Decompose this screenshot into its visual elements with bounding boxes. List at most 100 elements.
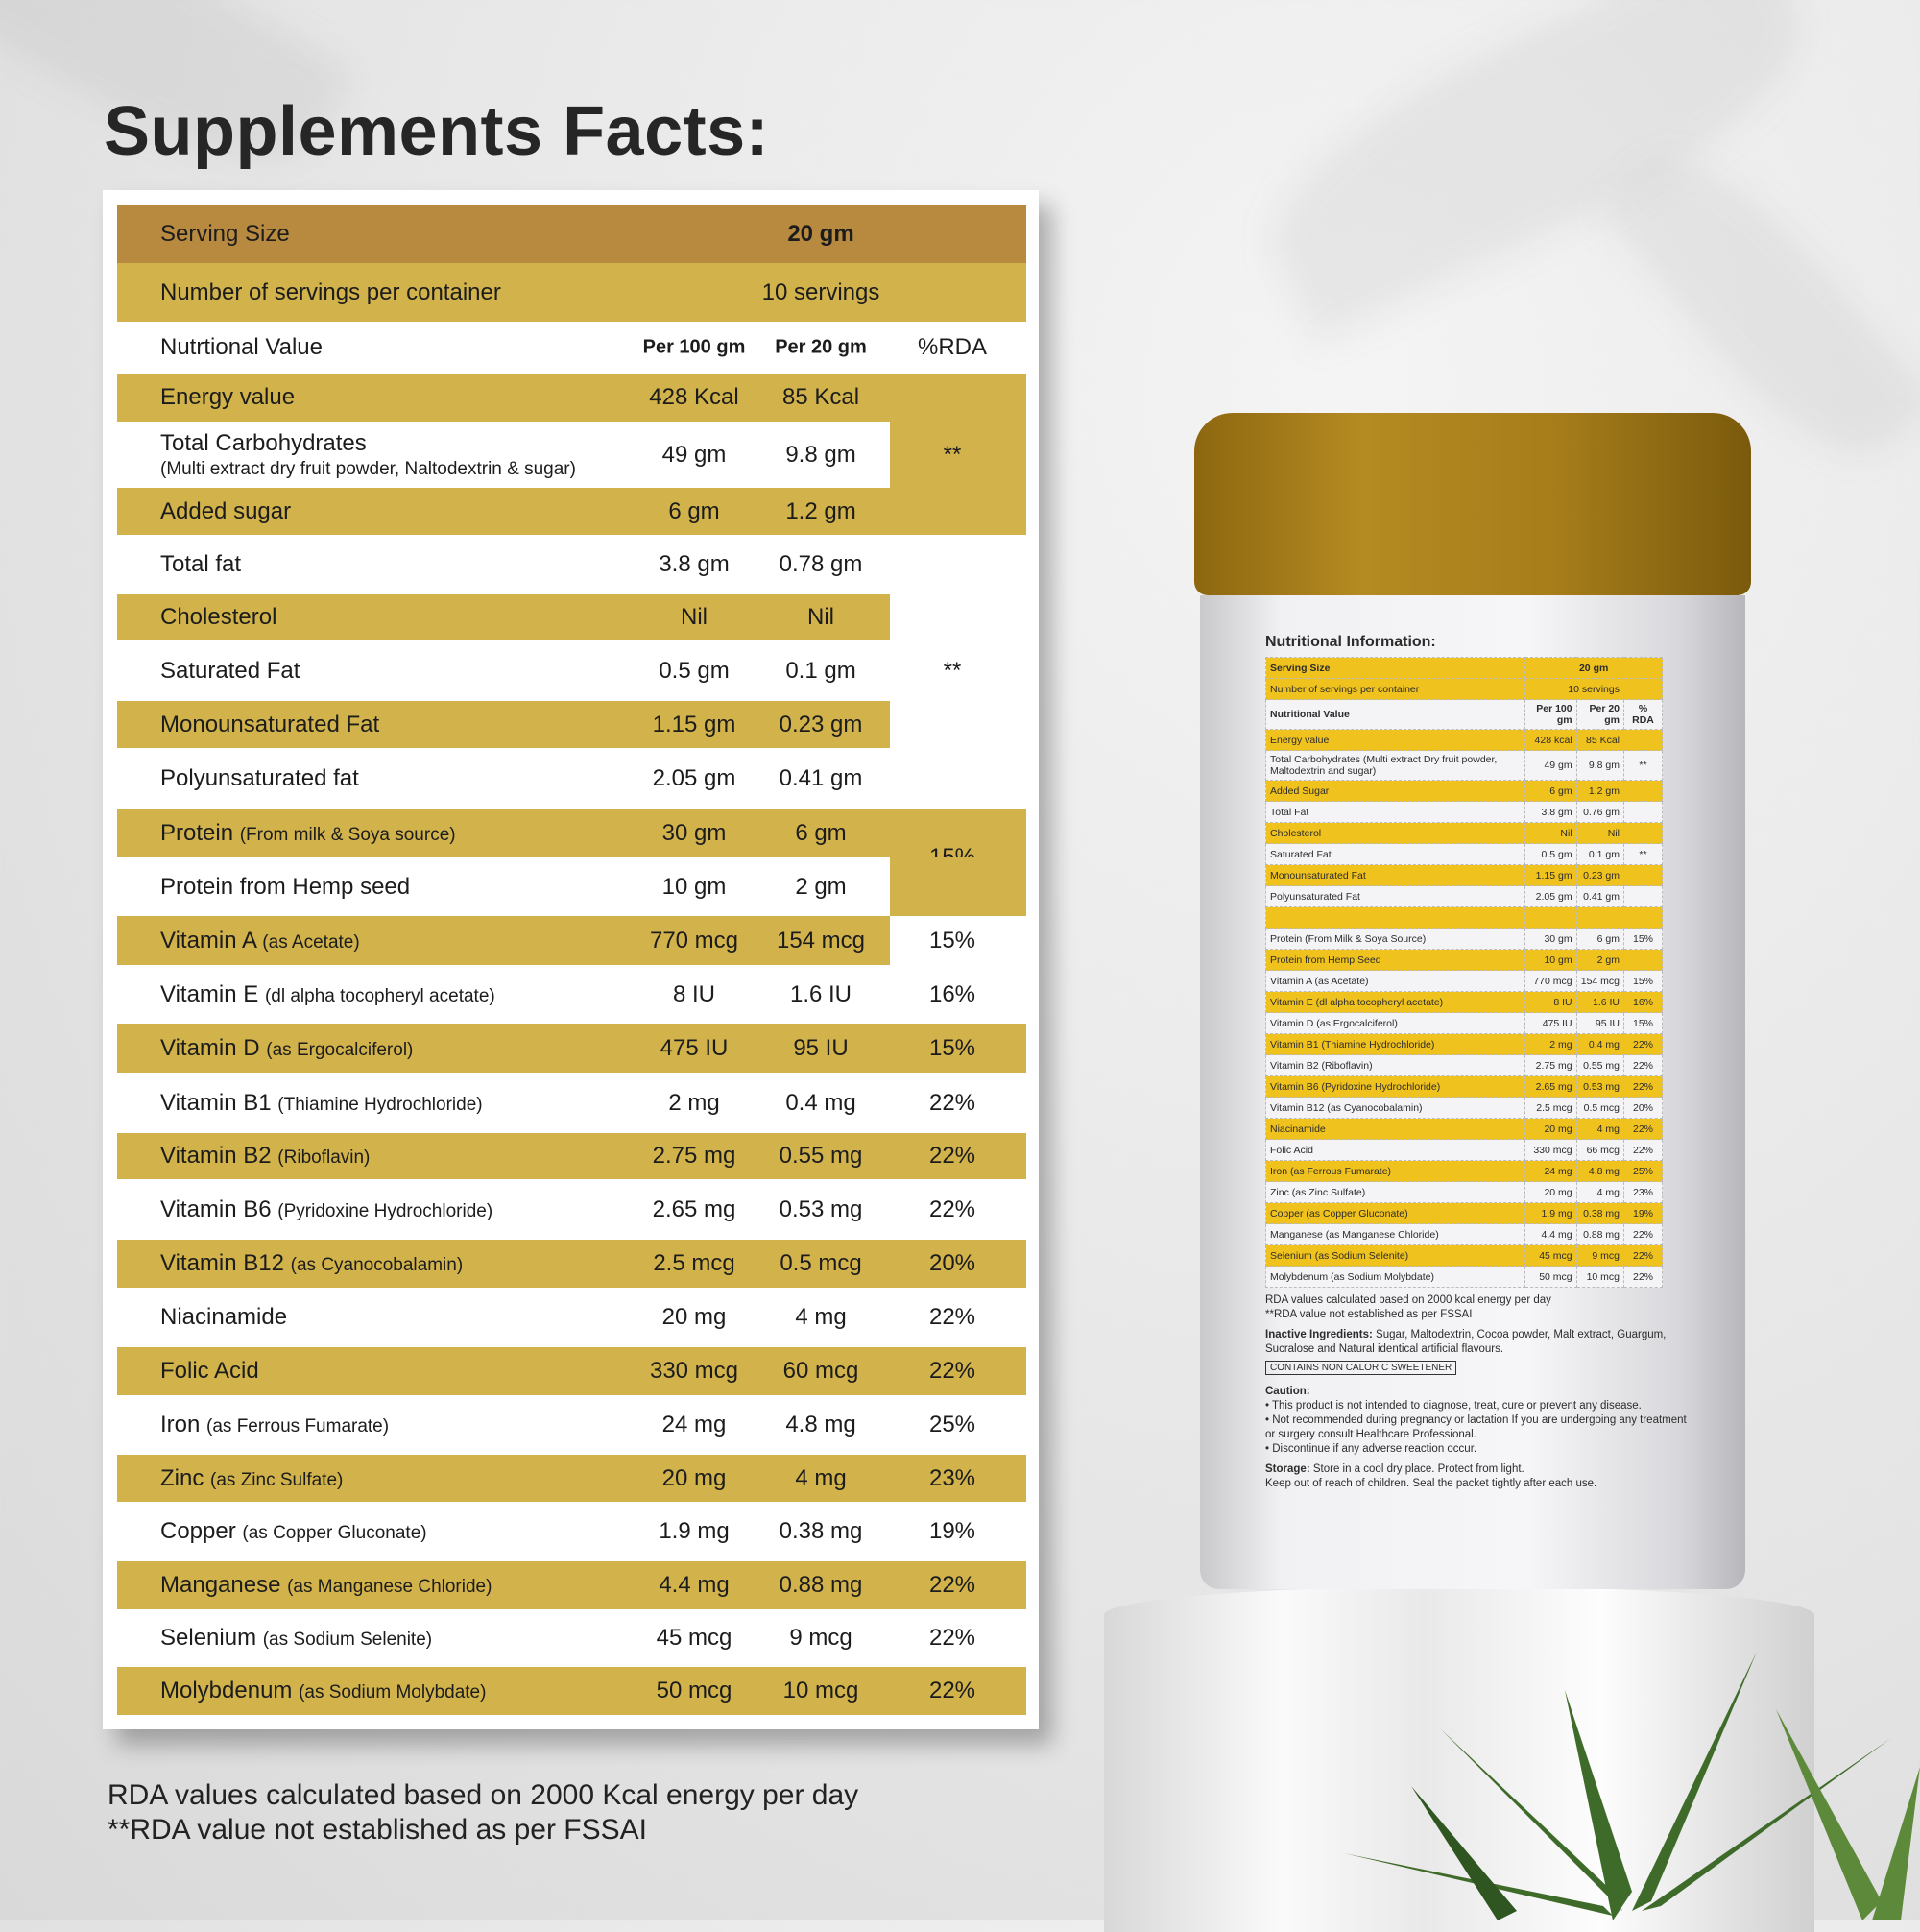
nutrient-source: (as Ergocalciferol) [266,1039,414,1060]
can-table-cell: Molybdenum (as Sodium Molybdate) [1264,1266,1526,1288]
can-table-row: Vitamin B12 (as Cyanocobalamin) 2.5 mcg 0.… [1264,1097,1663,1119]
can-table-cell: 2.75 mg [1524,1054,1577,1076]
can-table-row: Vitamin D (as Ergocalciferol) 475 IU 95 IU… [1264,1012,1663,1034]
nutrient-name: Total Carbohydrates (Multi extract dry fr… [160,430,576,480]
can-table-cell: 8 IU [1524,991,1577,1013]
can-table-cell [1623,885,1663,907]
can-table-cell: Nutritional Value [1264,699,1526,730]
leaf [1632,1652,1757,1911]
nutrient-cells [117,488,890,535]
can-table-cell: ** [1623,843,1663,865]
nutrient-name-text: Selenium [160,1625,257,1651]
nutrient-row: Niacinamide 20 mg 4 mg 22% [117,1288,1026,1347]
per-20-value: 4 mg [795,1304,847,1330]
rda-value: 19% [928,1518,976,1544]
nutrient-name: Vitamin B2 (Riboflavin) [160,1143,370,1170]
can-table-cell: Selenium (as Sodium Selenite) [1264,1244,1526,1267]
nutrient-row: Monounsaturated Fat 1.15 gm 0.23 gm [117,701,1026,748]
rda-value: ** [943,441,962,468]
can-table-cell: 15% [1623,928,1663,950]
can-table-cell: Serving Size [1264,657,1526,679]
can-table-cell: 22% [1623,1118,1663,1140]
can-table-cell: 66 mcg [1575,1139,1625,1161]
rda-footnote: RDA values calculated based on 2000 Kcal… [108,1779,859,1811]
per-100-value: 1.15 gm [652,711,736,737]
can-table-cell: 0.88 mg [1575,1223,1625,1245]
can-table-cell [1623,780,1663,802]
rda-cell [890,1024,1026,1073]
rda-cell [890,374,1026,422]
can-table-row: Protein (From Milk & Soya Source) 30 gm 6 … [1264,928,1663,950]
can-table-cell: 25% [1623,1160,1663,1182]
can-table-cell: 154 mcg [1575,970,1625,992]
can-table-row: Copper (as Copper Gluconate) 1.9 mg 0.38 m… [1264,1202,1663,1224]
can-table-cell: 0.5 gm [1524,843,1577,865]
can-table-row: Protein from Hemp Seed 10 gm 2 gm [1264,949,1663,971]
can-table-cell: 2.5 mcg [1524,1097,1577,1119]
can-table-cell [1623,864,1663,886]
rda-cell [890,701,1026,748]
nutrient-name: Energy value [160,384,295,411]
can-table-cell: Saturated Fat [1264,843,1526,865]
can-table-row: Number of servings per container 10 servi… [1264,678,1663,700]
nutrient-source: (as Acetate) [262,931,360,953]
can-table-row: Iron (as Ferrous Fumarate) 24 mg 4.8 mg 25% [1264,1160,1663,1182]
nutrient-cells [117,1024,890,1073]
rda-cell [890,1455,1026,1502]
nutrient-source: (as Cyanocobalamin) [290,1255,464,1275]
rda-cell [890,857,1026,916]
can-table-cell: Vitamin B1 (Thiamine Hydrochloride) [1264,1033,1526,1055]
nutrient-row: Protein from Hemp seed 10 gm 2 gm [117,857,1026,916]
can-table-cell: Protein (From Milk & Soya Source) [1264,928,1526,950]
serving-size-label: Serving Size [160,221,290,247]
can-table-cell: 22% [1623,1075,1663,1098]
nutrient-name-text: Manganese [160,1572,281,1598]
nutrient-row: Added sugar 6 gm 1.2 gm [117,488,1026,535]
rda-value: 22% [928,1089,976,1116]
can-table-cell: 770 mcg [1524,970,1577,992]
rda-value: 16% [928,980,976,1007]
nutrient-source: (as Copper Gluconate) [242,1523,427,1543]
nutrient-name: Total fat [160,551,241,578]
per-20-value: Nil [807,604,834,630]
per-100-value: 20 mg [661,1464,727,1491]
nutrient-name-text: Total Carbohydrates [160,429,367,456]
hemp-leaves [1344,1652,1920,1920]
nutrient-source: (as Ferrous Fumarate) [206,1416,390,1437]
can-table-cell: 15% [1623,970,1663,992]
rda-value: 15% [928,1034,976,1061]
nutrient-name: Manganese (as Manganese Chloride) [160,1572,492,1599]
can-table-cell: 22% [1623,1266,1663,1288]
rda-cell [890,1133,1026,1179]
nutrient-name: Selenium (as Sodium Selenite) [160,1625,432,1652]
nutrient-name: Protein (From milk & Soya source) [160,820,456,847]
page-title: Supplements Facts: [104,93,770,170]
rda-value: 22% [928,1572,976,1598]
can-table-cell: 30 gm [1524,928,1577,950]
can-table-cell: 50 mcg [1524,1266,1577,1288]
can-table-cell: Monounsaturated Fat [1264,864,1526,886]
can-table-cell: 4.8 mg [1575,1160,1625,1182]
per-20-value: 0.23 gm [779,711,863,737]
per-20-value: 85 Kcal [781,384,860,410]
can-table-row: Vitamin B2 (Riboflavin) 2.75 mg 0.55 mg 22% [1264,1054,1663,1076]
can-table-cell: 4 mg [1575,1181,1625,1203]
can-table-cell: Total Carbohydrates (Multi extract Dry f… [1264,750,1526,781]
per-20-value: 1.2 gm [785,497,856,524]
can-table-cell: Zinc (as Zinc Sulfate) [1264,1181,1526,1203]
can-table-cell: Nil [1575,822,1625,844]
can-table-cell: 19% [1623,1202,1663,1224]
can-table-cell: ** [1623,750,1663,781]
per-20-value: 154 mcg [776,927,866,954]
nutrient-source: (as Manganese Chloride) [287,1577,492,1597]
can-table-cell: 3.8 gm [1524,801,1577,823]
nutrient-row: Vitamin E (dl alpha tocopheryl acetate) 8… [117,965,1026,1024]
header-per-20: Per 20 gm [775,336,867,358]
can-table-cell: 428 kcal [1524,729,1577,751]
header-rda: %RDA [917,334,988,360]
can-table-row: Zinc (as Zinc Sulfate) 20 mg 4 mg 23% [1264,1181,1663,1203]
per-20-value: 0.5 mcg [780,1250,862,1276]
rda-cell [890,422,1026,488]
rda-cell [890,1347,1026,1395]
nutrient-name-text: Vitamin E [160,980,259,1007]
